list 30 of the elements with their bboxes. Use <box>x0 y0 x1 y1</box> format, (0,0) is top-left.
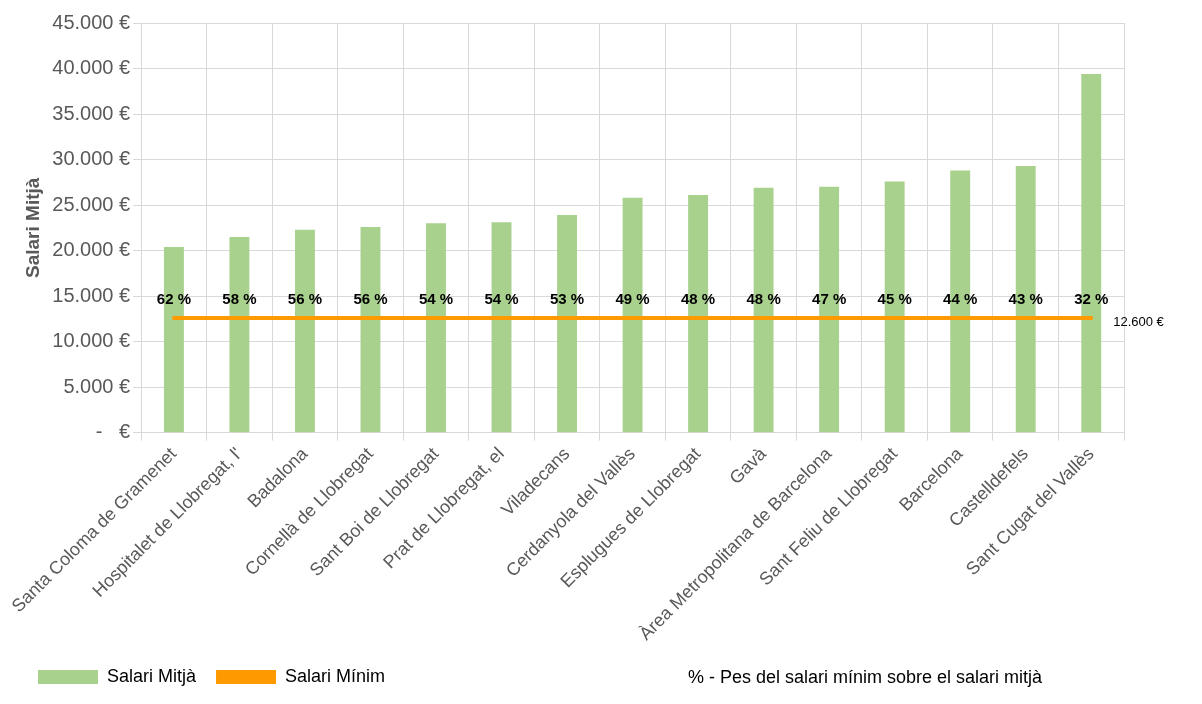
annotation: 53 % <box>549 290 585 308</box>
annotation: 56 % <box>287 290 323 308</box>
annotation: 56 % <box>353 290 388 308</box>
y-tick-label: 10.000 € <box>52 329 131 352</box>
annotation: 47 % <box>812 290 847 308</box>
annotation: 48 % <box>746 290 781 308</box>
y-tick-label: 5.000 € <box>63 374 131 397</box>
annotation: 62 % <box>156 290 191 308</box>
data-label: 12.600 € <box>1113 313 1165 329</box>
legend-label: Salari Mínim <box>285 665 386 686</box>
y-tick-label: 45.000 € <box>52 10 131 33</box>
legend-label: Salari Mitjà <box>107 665 198 686</box>
y-tick-label: 20.000 € <box>52 238 131 261</box>
annotation: 58 % <box>222 290 257 308</box>
annotation: 54 % <box>484 290 519 308</box>
y-tick-label: 25.000 € <box>52 192 131 215</box>
annotation: 44 % <box>943 290 978 308</box>
y-tick-label: 30.000 € <box>52 147 131 170</box>
annotation: 43 % <box>1008 290 1043 308</box>
y-axis-title: Salari Mitjà <box>22 177 44 278</box>
annotation: 45 % <box>877 290 912 308</box>
y-tick-label: - € <box>95 420 131 443</box>
annotation: 32 % <box>1074 290 1109 308</box>
annotation: 48 % <box>680 290 716 308</box>
y-tick-label: 40.000 € <box>52 56 131 79</box>
annotation: 49 % <box>615 290 650 308</box>
y-tick-label: 15.000 € <box>52 283 131 306</box>
annotation: 54 % <box>418 290 454 308</box>
text: % - Pes del salari mínim sobre el salari mitjà <box>688 666 1044 687</box>
y-tick-label: 35.000 € <box>52 101 131 124</box>
